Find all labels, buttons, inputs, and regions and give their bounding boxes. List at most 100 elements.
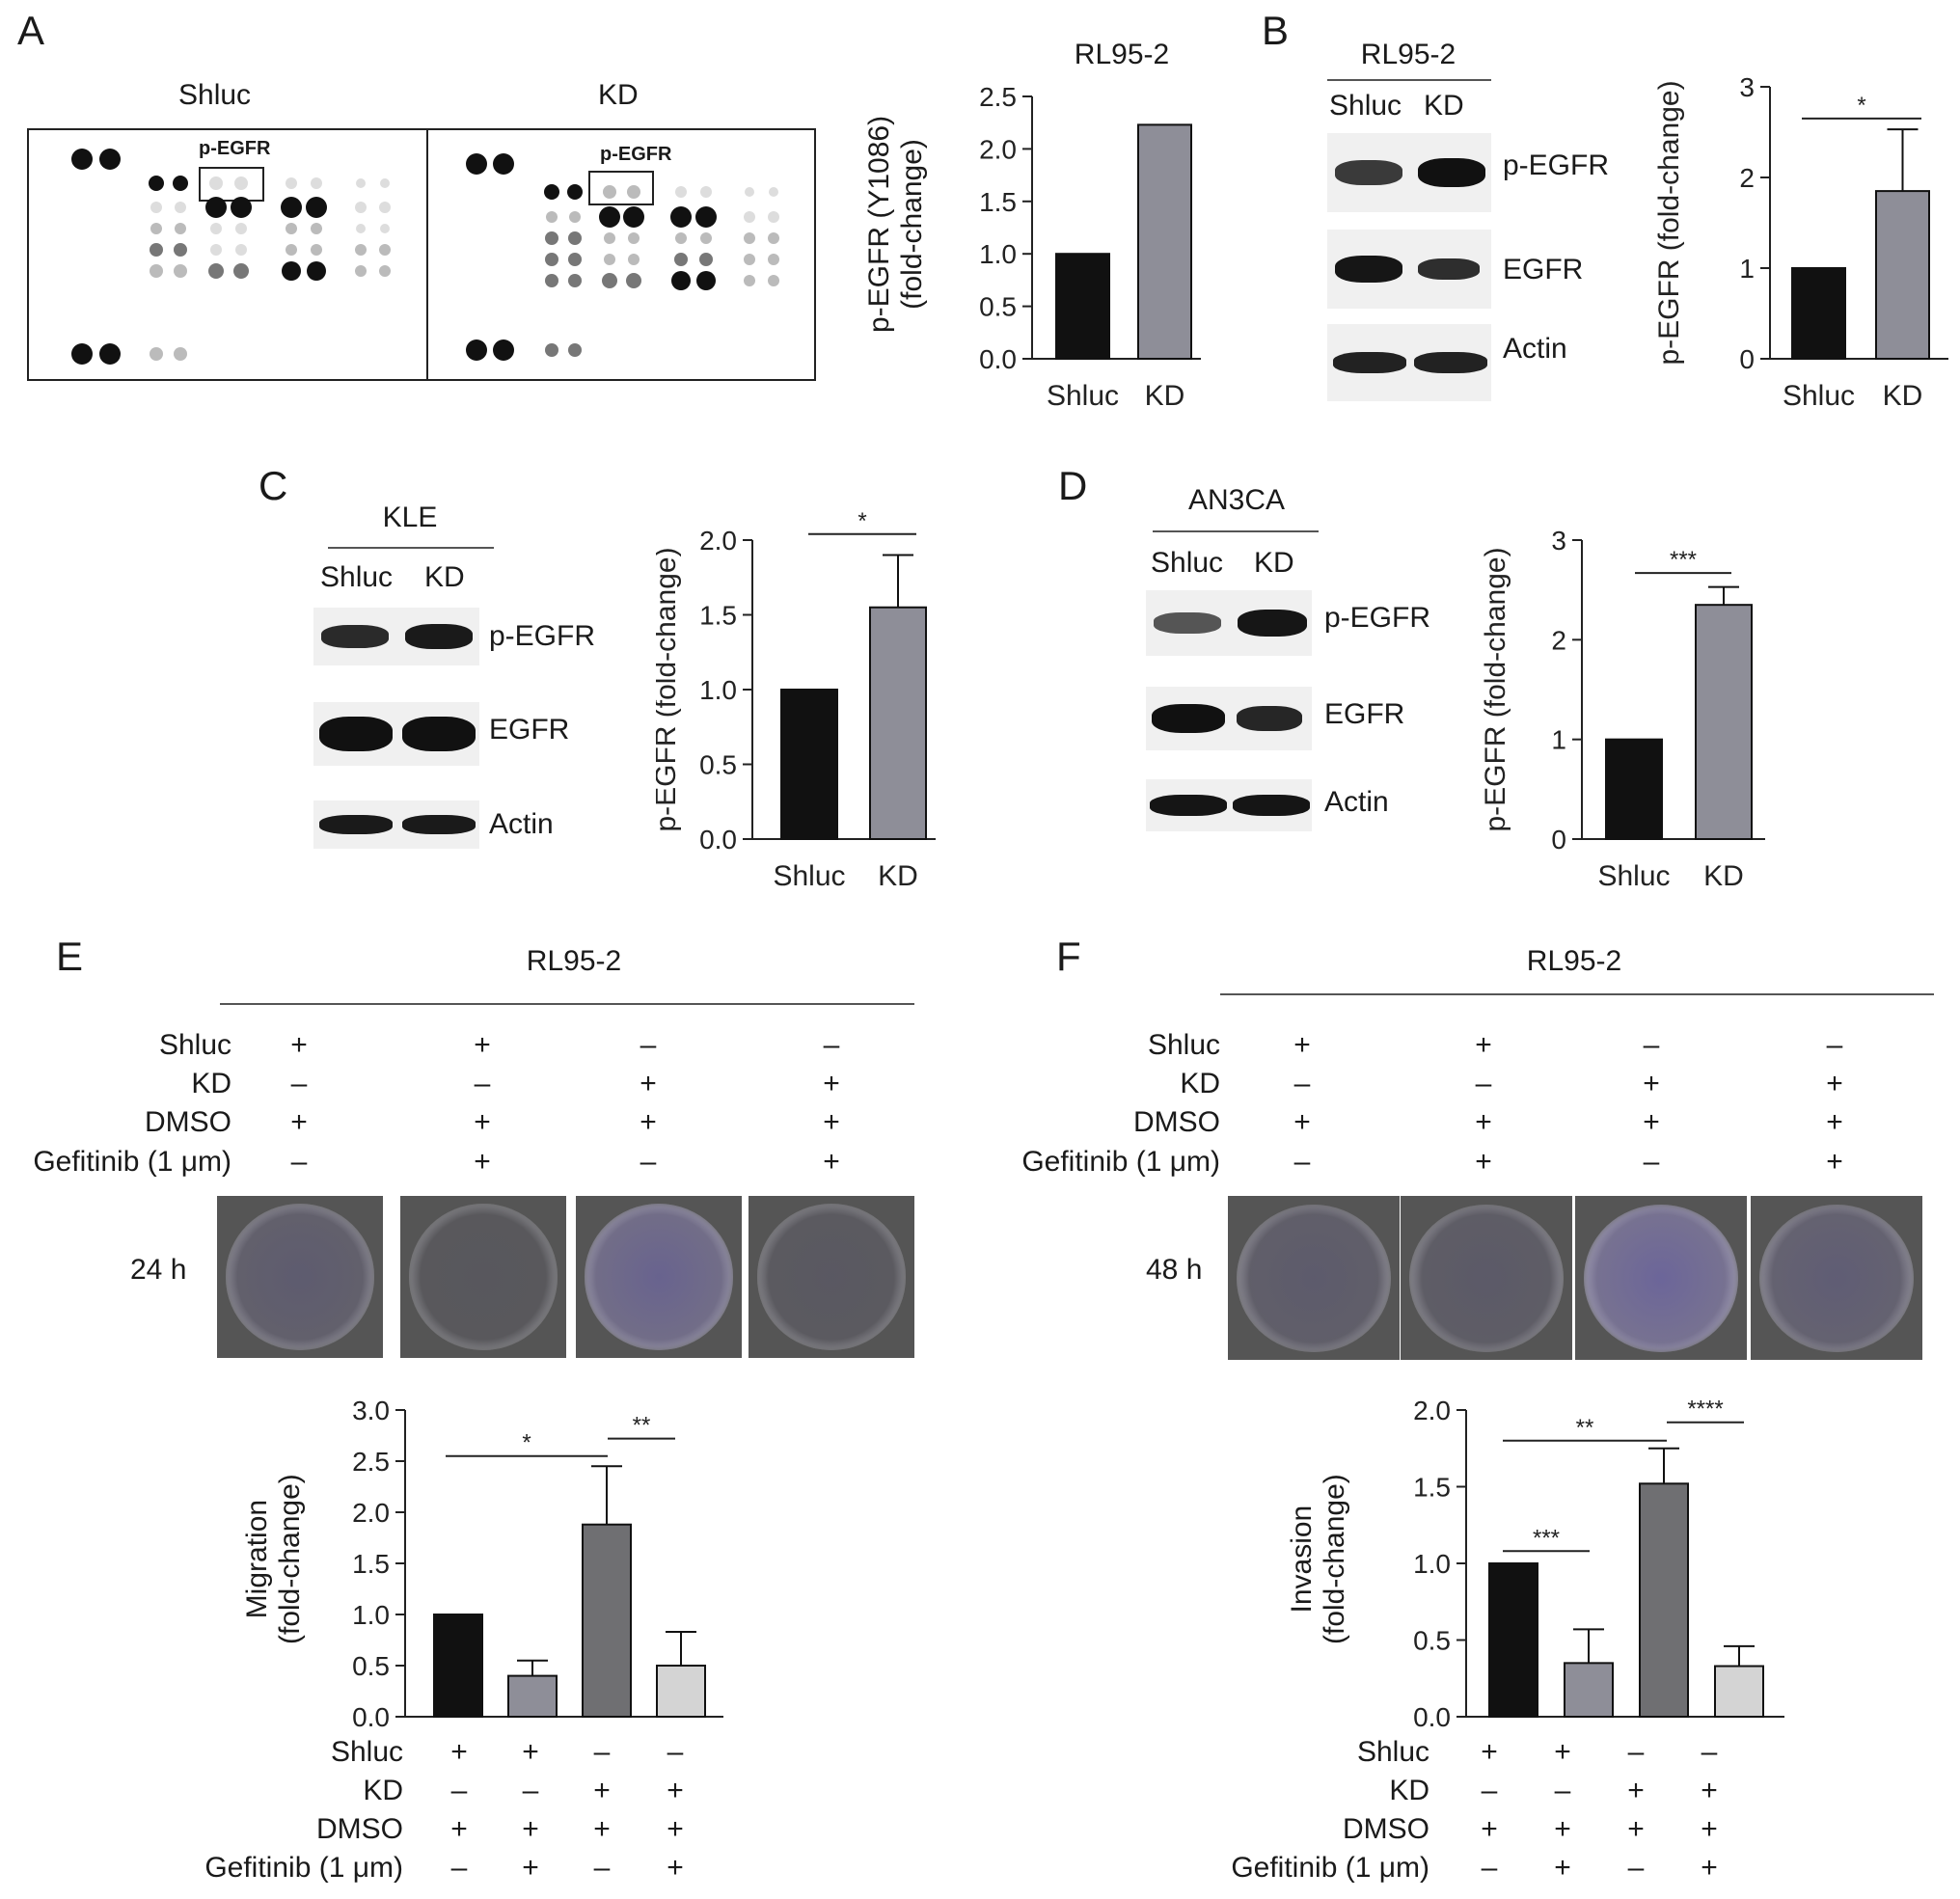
- array-spot: [545, 231, 558, 245]
- array-spot: [311, 244, 322, 256]
- blot-c-line: [328, 547, 494, 549]
- panel-label-d: D: [1058, 463, 1088, 508]
- chart-a: 0.0 0.5 1.0 1.5 2.0 2.5 Shluc KD: [979, 82, 1201, 412]
- condition-symbol: +: [450, 1736, 468, 1768]
- y-tick-label: 3.0: [352, 1396, 390, 1425]
- array-spot: [149, 176, 164, 191]
- array-spot: [745, 187, 754, 197]
- blot-b-line: [1327, 79, 1491, 81]
- blot-band: [1237, 706, 1302, 731]
- blot-band: [1154, 612, 1221, 634]
- blot-d-cell-line: AN3CA: [1187, 484, 1286, 516]
- blot-c: [313, 608, 479, 849]
- y-tick-label: 1.0: [699, 675, 737, 705]
- condition-symbol: +: [1826, 1106, 1843, 1138]
- panel-label-a: A: [17, 8, 45, 53]
- array-spot: [623, 206, 644, 228]
- array-spot: [695, 206, 717, 228]
- array-spot: [235, 223, 247, 234]
- array-spot: [307, 261, 326, 281]
- y-tick-label: 0.5: [699, 750, 737, 780]
- antibody-array-kd: p-EGFR: [426, 128, 816, 381]
- array-spot: [675, 186, 687, 198]
- blot-b-band-label: p-EGFR: [1503, 149, 1610, 181]
- y-tick-label: 1.0: [1413, 1549, 1451, 1579]
- condition-row-label: DMSO: [145, 1106, 231, 1138]
- y-tick-label: 2.0: [352, 1498, 390, 1528]
- array-spot: [355, 202, 367, 213]
- array-spot: [568, 343, 582, 357]
- chart-f-ylabel: Invasion (fold-change): [1286, 1474, 1350, 1644]
- y-tick-label: 1.5: [979, 187, 1017, 217]
- array-spot: [311, 223, 322, 234]
- array-spot: [769, 187, 778, 197]
- array-left-title: Shluc: [178, 79, 252, 111]
- panel-label-e: E: [56, 934, 84, 979]
- array-spot: [71, 149, 93, 170]
- condition-symbol: +: [667, 1775, 684, 1806]
- array-spot: [545, 274, 558, 287]
- antibody-array-shluc: p-EGFR: [27, 128, 449, 381]
- condition-row-label: Shluc: [158, 1029, 231, 1061]
- sig-marker: ***: [1533, 1525, 1560, 1551]
- transwell-image: [1228, 1196, 1400, 1360]
- condition-symbol: –: [450, 1852, 468, 1884]
- chart-e-ylabel: Migration (fold-change): [241, 1474, 306, 1644]
- y-tick-label: 0.0: [979, 344, 1017, 374]
- y-tick-label: 1: [1551, 725, 1566, 755]
- x-tick-label: KD: [1145, 380, 1185, 412]
- condition-symbol: –: [640, 1146, 657, 1178]
- panel-f-cell-line: RL95-2: [1526, 945, 1622, 977]
- array-spot: [379, 265, 391, 277]
- array-spot: [466, 339, 487, 361]
- condition-symbol: +: [522, 1813, 539, 1845]
- blot-d-lane-kd: KD: [1254, 547, 1294, 579]
- condition-row-label: Gefitinib (1 μm): [1231, 1852, 1429, 1884]
- condition-row-label: Gefitinib (1 μm): [1021, 1146, 1220, 1178]
- condition-symbol: +: [474, 1029, 491, 1061]
- array-spot: [604, 232, 615, 244]
- y-tick-label: 2.5: [352, 1447, 390, 1477]
- blot-band: [402, 815, 476, 834]
- condition-symbol: +: [1826, 1146, 1843, 1178]
- array-spot: [700, 232, 712, 244]
- condition-symbol: –: [1627, 1736, 1645, 1768]
- x-tick-label: Shluc: [1597, 860, 1670, 892]
- condition-row-label: Shluc: [1356, 1736, 1429, 1768]
- array-spot: [626, 273, 641, 288]
- condition-symbol: –: [1643, 1146, 1660, 1178]
- condition-symbol: +: [1475, 1146, 1492, 1178]
- condition-row-label: KD: [1180, 1068, 1220, 1099]
- condition-symbol: –: [823, 1029, 840, 1061]
- blot-band: [319, 815, 393, 834]
- bar-3: [1639, 1482, 1689, 1718]
- condition-symbol: +: [667, 1813, 684, 1845]
- condition-symbol: –: [450, 1775, 468, 1806]
- array-spot: [99, 343, 121, 365]
- array-spot: [99, 149, 121, 170]
- array-spot: [150, 347, 163, 361]
- array-spot: [208, 263, 224, 279]
- y-tick-label: 2.0: [699, 526, 737, 556]
- array-spot: [768, 254, 779, 265]
- condition-symbol: +: [1701, 1813, 1718, 1845]
- array-spot: [604, 254, 615, 265]
- bar-kd: [869, 606, 927, 840]
- blot-band: [1414, 352, 1487, 373]
- bar-kd: [1695, 604, 1753, 840]
- array-spot: [282, 261, 301, 281]
- array-spot: [175, 223, 186, 234]
- blot-d: [1146, 590, 1312, 831]
- condition-symbol: –: [1701, 1736, 1718, 1768]
- bar-1: [1488, 1562, 1538, 1718]
- bar-3: [582, 1523, 632, 1718]
- blot-band: [1335, 256, 1402, 283]
- blot-c-band-label: EGFR: [489, 714, 570, 746]
- sig-marker: *: [1857, 93, 1865, 119]
- condition-row-label: KD: [1389, 1775, 1429, 1806]
- array-spot: [379, 202, 391, 213]
- condition-symbol: –: [1293, 1068, 1311, 1099]
- y-axis-label: p-EGFR (fold-change): [656, 547, 682, 831]
- array-spot: [175, 202, 186, 213]
- array-spot: [150, 243, 163, 257]
